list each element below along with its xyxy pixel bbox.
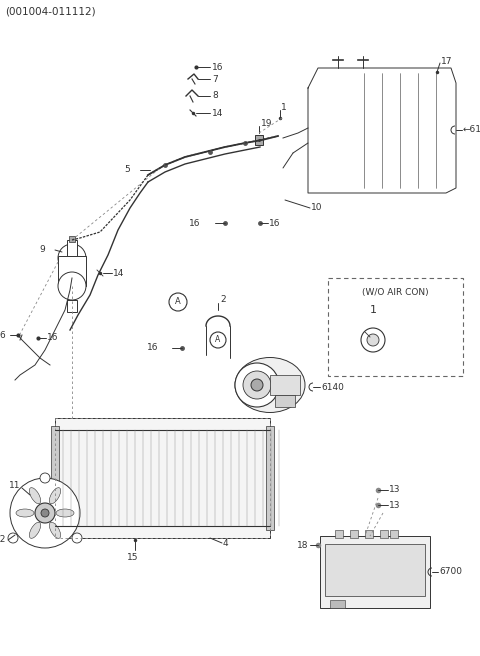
Ellipse shape: [235, 358, 305, 413]
Text: 10: 10: [311, 203, 323, 213]
Bar: [325, 544, 425, 596]
Text: 11: 11: [9, 482, 20, 491]
Circle shape: [210, 332, 226, 348]
Circle shape: [41, 509, 49, 517]
Bar: [380, 530, 388, 538]
Text: 1: 1: [281, 102, 287, 112]
Ellipse shape: [16, 509, 34, 517]
Bar: [266, 426, 274, 530]
Text: 19: 19: [261, 119, 273, 127]
Circle shape: [361, 328, 385, 352]
Circle shape: [243, 371, 271, 399]
Text: 16: 16: [269, 218, 280, 228]
Text: 6700: 6700: [439, 567, 462, 577]
Bar: [55, 418, 270, 538]
Text: 13: 13: [389, 501, 400, 510]
Text: 17: 17: [441, 56, 453, 66]
Circle shape: [235, 363, 279, 407]
Text: 1: 1: [370, 305, 376, 315]
Circle shape: [35, 503, 55, 523]
Text: 13: 13: [389, 485, 400, 495]
Text: 12: 12: [0, 535, 6, 544]
Bar: [67, 240, 77, 256]
Bar: [320, 536, 430, 608]
Circle shape: [169, 293, 187, 311]
Bar: [270, 375, 300, 395]
Bar: [335, 530, 343, 538]
Bar: [51, 426, 59, 530]
FancyBboxPatch shape: [328, 278, 463, 376]
Text: 16: 16: [146, 344, 158, 352]
Text: 18: 18: [297, 541, 308, 550]
Ellipse shape: [56, 509, 74, 517]
Text: 15: 15: [127, 553, 139, 562]
Bar: [275, 395, 295, 407]
Circle shape: [40, 473, 50, 483]
Text: 16: 16: [189, 218, 200, 228]
Text: ←6150: ←6150: [463, 125, 480, 134]
Ellipse shape: [49, 522, 60, 539]
Text: 14: 14: [212, 108, 223, 117]
Text: 4: 4: [223, 539, 228, 548]
Bar: [67, 300, 77, 312]
Ellipse shape: [29, 487, 41, 504]
Bar: [390, 530, 398, 538]
Text: 16: 16: [47, 333, 59, 342]
Text: 9: 9: [39, 245, 45, 255]
Circle shape: [367, 334, 379, 346]
Text: A: A: [216, 335, 221, 344]
Bar: [58, 256, 86, 286]
Circle shape: [8, 533, 18, 543]
Ellipse shape: [49, 487, 60, 504]
Ellipse shape: [29, 522, 41, 539]
Text: 5: 5: [124, 165, 130, 174]
Circle shape: [251, 379, 263, 391]
Text: 8: 8: [212, 91, 218, 100]
Bar: [330, 600, 345, 608]
Bar: [365, 530, 373, 538]
Circle shape: [10, 478, 80, 548]
Circle shape: [58, 272, 86, 300]
Text: 6140: 6140: [321, 382, 344, 392]
Text: 2: 2: [220, 295, 226, 304]
Circle shape: [72, 533, 82, 543]
Text: 16: 16: [212, 62, 224, 72]
Bar: [255, 135, 263, 145]
Circle shape: [58, 244, 86, 272]
Text: 6: 6: [0, 331, 5, 340]
Text: A: A: [175, 298, 181, 306]
Bar: [350, 530, 358, 538]
Text: 7: 7: [212, 75, 218, 83]
Bar: [69, 236, 75, 242]
Text: (001004-011112): (001004-011112): [5, 7, 96, 17]
Text: 14: 14: [113, 268, 124, 277]
Text: (W/O AIR CON): (W/O AIR CON): [362, 287, 428, 297]
